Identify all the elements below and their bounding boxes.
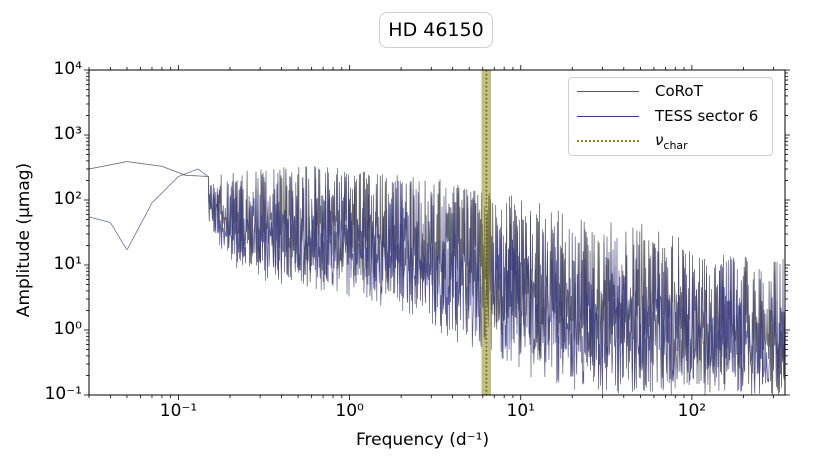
legend-label-tess: TESS sector 6 bbox=[655, 107, 759, 125]
series-layer bbox=[89, 161, 785, 395]
x-tick-label: 10² bbox=[677, 401, 707, 421]
legend-swatch-corot bbox=[577, 90, 639, 92]
legend-swatch-tess bbox=[577, 115, 639, 117]
y-axis-label: Amplitude (μmag) bbox=[14, 162, 34, 318]
legend-label-corot: CoRoT bbox=[655, 82, 703, 100]
legend-label-nu: ν bbox=[655, 130, 664, 149]
legend-item-tess: TESS sector 6 bbox=[577, 105, 758, 127]
x-axis-label: Frequency (d⁻¹) bbox=[356, 430, 490, 450]
x-tick-label: 10⁻¹ bbox=[159, 401, 198, 421]
y-tick-label: 10⁰ bbox=[53, 319, 82, 339]
y-tick-label: 10² bbox=[53, 189, 82, 209]
series-line-tess bbox=[89, 166, 785, 395]
legend-item-nu-char: νchar bbox=[577, 130, 688, 152]
y-tick-label: 10⁴ bbox=[53, 59, 82, 79]
nu-char-band bbox=[481, 70, 491, 395]
legend-swatch-nu-char bbox=[577, 140, 639, 142]
legend-label-char: char bbox=[663, 138, 688, 152]
axes-frame bbox=[88, 69, 786, 396]
y-tick-label: 10⁻¹ bbox=[44, 384, 82, 404]
legend: CoRoT TESS sector 6 νchar bbox=[568, 77, 773, 156]
chart-title-text: HD 46150 bbox=[388, 19, 484, 41]
legend-item-corot: CoRoT bbox=[577, 80, 703, 102]
y-tick-label: 10³ bbox=[53, 124, 82, 144]
nu-char-band-layer bbox=[481, 70, 491, 395]
x-tick-label: 10¹ bbox=[506, 401, 535, 421]
y-tick-label: 10¹ bbox=[53, 254, 82, 274]
legend-label-nu-char: νchar bbox=[655, 131, 688, 152]
chart-title: HD 46150 bbox=[379, 12, 493, 48]
tick-layer bbox=[84, 65, 790, 400]
x-tick-label: 10⁰ bbox=[335, 401, 364, 421]
